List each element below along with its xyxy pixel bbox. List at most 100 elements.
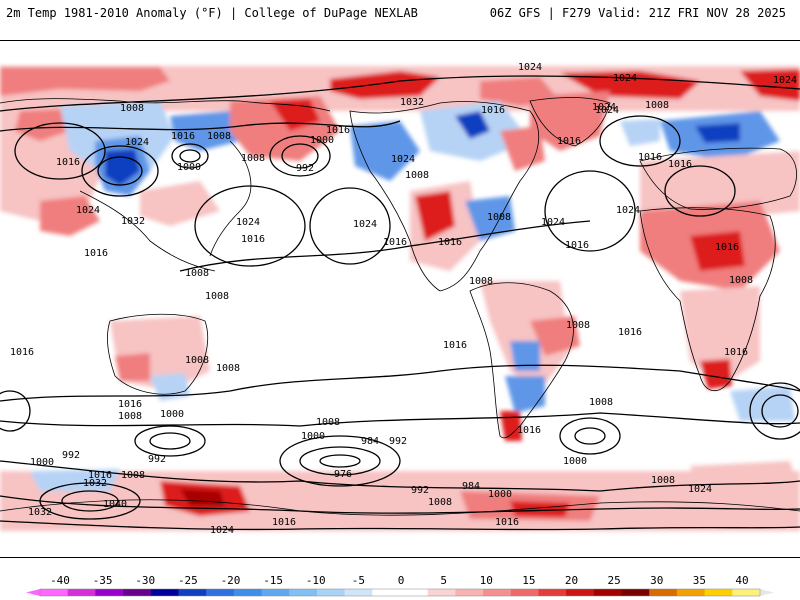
isobar-label: 1016	[118, 399, 142, 410]
isobar-label: 1008	[120, 103, 144, 114]
isobar-label: 1000	[563, 456, 587, 467]
isobar-ring-indian-low-1	[134, 425, 206, 457]
colorbar-bin	[289, 589, 318, 596]
antarctica-coast	[0, 499, 800, 516]
south-america-coast	[469, 282, 574, 439]
colorbar: -40 -35 -30 -25 -20 -15 -10 -5 0 5 10 15 20 25 30 35 40	[26, 574, 774, 597]
iceland-cold	[620, 119, 660, 146]
isobar-label: 1024	[125, 137, 149, 148]
coastlines	[0, 97, 800, 516]
isobar-label: 1016	[326, 125, 350, 136]
west-australia-warm	[115, 353, 150, 381]
map-title: 2m Temp 1981-2010 Anomaly (°F) | College…	[6, 6, 418, 20]
header: 2m Temp 1981-2010 Anomaly (°F) | College…	[0, 0, 800, 40]
isobar-label: 1016	[724, 347, 748, 358]
colorbar-bin	[538, 589, 567, 596]
colorbar-tick-label: 15	[522, 574, 535, 587]
isobar-label: 1024	[353, 219, 377, 230]
north-america-coast	[349, 101, 540, 292]
isobar-label: 1016	[171, 131, 195, 142]
colorbar-tick-label: -25	[178, 574, 198, 587]
isobar-label: 1000	[488, 489, 512, 500]
colorbar-bin	[483, 589, 512, 596]
colorbar-bin	[676, 589, 706, 596]
antarctic-cold-west	[30, 469, 120, 491]
colorbar-tick-label: 20	[565, 574, 578, 587]
colorbar-bin	[344, 589, 373, 596]
isobar-ring-mongolia-2	[97, 156, 143, 186]
isobar-ring-east-low-1	[749, 382, 800, 440]
isobar-ring-okhotsk-2	[179, 149, 201, 163]
isobar-ring-europe	[664, 165, 736, 217]
isobar-ring-okhotsk-1	[171, 143, 209, 169]
colorbar-tick-label: 30	[650, 574, 663, 587]
isobar-label: 1016	[495, 517, 519, 528]
south-africa-warm	[700, 359, 732, 389]
isobar-label: 992	[411, 485, 429, 496]
isobar-1016-south	[0, 364, 800, 402]
isobar-label: 1016	[272, 517, 296, 528]
isobar-label: 1016	[241, 234, 265, 245]
isobar-label: 1000	[177, 162, 201, 173]
isobar-label: 1024	[595, 105, 619, 116]
brazil-warm	[530, 316, 580, 356]
isobar-label: 1032	[400, 97, 424, 108]
east-siberia-cold	[170, 111, 240, 151]
isobar-label: 1008	[645, 100, 669, 111]
asia-south-coast	[79, 190, 216, 272]
isobar-label: 1008	[487, 212, 511, 223]
colorbar-bin	[566, 589, 595, 596]
middle-east-warm	[40, 196, 100, 236]
colorbar-tick-label: -5	[352, 574, 365, 587]
colorbar-tick-label: 10	[480, 574, 493, 587]
us-east-cold	[465, 196, 515, 241]
isobar-ring-antarctic-high-2	[61, 490, 119, 512]
colorbar-tick-label: 5	[440, 574, 447, 587]
isobar-label: 1024	[391, 154, 415, 165]
isobar-label: 1040	[103, 499, 127, 510]
isobar-ring-pacific-low-3	[319, 454, 361, 468]
isobar-ring-aleutian-1	[269, 135, 331, 177]
colorbar-bins	[26, 588, 774, 597]
africa-coast	[639, 207, 776, 391]
isobar-label: 1016	[557, 136, 581, 147]
isobar-label: 992	[389, 436, 407, 447]
isobar-label: 992	[296, 163, 314, 174]
isobar-label: 1008	[566, 320, 590, 331]
isobar-ring-antarctic-high-1	[39, 482, 141, 520]
colorbar-tick-label: 35	[693, 574, 706, 587]
colorbar-tick-label: -15	[263, 574, 283, 587]
isobar-label: 1008	[405, 170, 429, 181]
isobar-label: 1024	[592, 102, 616, 113]
colorbar-bin	[732, 589, 761, 596]
isobar-label: 1024	[518, 62, 542, 73]
isobar-ring-atlantic-high	[544, 170, 636, 252]
asia-east-coast	[209, 140, 252, 257]
colorbar-max-arrow	[760, 589, 774, 596]
isobar-label: 1032	[28, 507, 52, 518]
temperature-anomaly-shading	[0, 66, 800, 531]
isobar-1008-north	[0, 120, 401, 132]
canada-cold-core	[455, 111, 490, 139]
isobar-label: 1016	[565, 240, 589, 251]
colorbar-bin	[261, 589, 290, 596]
isobar-1008-antarctic	[0, 495, 800, 514]
colorbar-tick-label: -10	[306, 574, 326, 587]
isobar-label: 1008	[185, 268, 209, 279]
isobar-label: 1024	[76, 205, 100, 216]
colorbar-min-arrow	[26, 589, 40, 596]
colorbar-bin	[40, 589, 69, 596]
colorbar-tick-label: -40	[50, 574, 70, 587]
isobar-label: 1008	[241, 153, 265, 164]
isobar-label: 984	[462, 481, 480, 492]
colorbar-bin	[400, 589, 429, 596]
isobar-1024-north	[0, 75, 800, 112]
isobar-label: 1008	[651, 475, 675, 486]
isobar-label: 1016	[383, 237, 407, 248]
isobar-label: 1016	[56, 157, 80, 168]
isobar-label: 1024	[236, 217, 260, 228]
isobar-ring-indian-low-2	[149, 432, 191, 450]
isobar-labels: 1024 1024 1024 1008 1032 1016 1024 1008 1024 1016…	[10, 62, 797, 536]
isobar-label: 1032	[121, 216, 145, 227]
eurasia-north-coast	[0, 98, 331, 112]
